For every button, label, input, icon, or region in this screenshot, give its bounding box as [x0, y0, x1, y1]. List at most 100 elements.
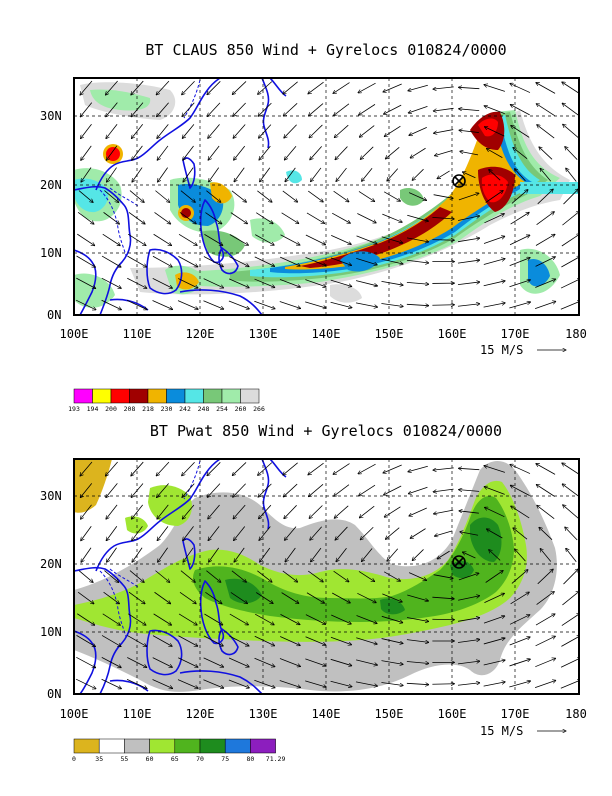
wind-arrow [157, 124, 168, 138]
wind-arrow [335, 147, 347, 160]
wind-arrow [536, 614, 555, 625]
wind-arrow [334, 506, 348, 518]
wind-arrow [284, 146, 296, 160]
colorbar-swatch [241, 389, 260, 403]
wind-arrow [334, 104, 349, 116]
wind-arrow [458, 260, 480, 263]
wind-arrow [561, 636, 580, 647]
wind-arrow [510, 83, 530, 92]
wind-arrow [387, 549, 398, 561]
wind-arrow [207, 103, 220, 117]
panel2-pwat-shading [74, 459, 557, 692]
wind-arrow [359, 506, 374, 518]
panel2-reference-vector: 15 M/S [480, 724, 566, 738]
wind-arrow [484, 259, 505, 265]
wind-arrow [306, 235, 326, 245]
panel2-xtick: 170E [501, 707, 530, 721]
wind-arrow [155, 191, 169, 203]
panel2-title: BT Pwat 850 Wind + Gyrelocs 010824/0000 [150, 422, 502, 440]
wind-arrow [563, 124, 580, 138]
wind-arrow [412, 169, 423, 180]
panel1-title: BT CLAUS 850 Wind + Gyrelocs 010824/0000 [145, 41, 506, 59]
wind-arrow [106, 505, 117, 519]
colorbar-label: 194 [87, 405, 99, 413]
wind-arrow [385, 147, 399, 159]
wind-arrow [232, 81, 246, 94]
wind-arrow [458, 468, 479, 469]
colorbar-label: 75 [221, 755, 229, 763]
wind-arrow [383, 486, 401, 495]
colorbar-swatch [99, 739, 124, 753]
wind-arrow [158, 168, 168, 182]
wind-arrow [565, 527, 577, 540]
wind-arrow [333, 464, 349, 475]
wind-arrow [308, 82, 324, 94]
wind-arrow [178, 301, 198, 310]
colorbar-swatch [93, 389, 112, 403]
wind-arrow [106, 483, 118, 497]
colorbar-label: 55 [120, 755, 128, 763]
wind-arrow [407, 683, 429, 684]
wind-arrow [484, 682, 506, 686]
wind-arrow [458, 87, 479, 88]
panel1-map [74, 78, 581, 315]
wind-arrow [432, 240, 454, 241]
panel1-ytick: 10N [40, 246, 62, 260]
wind-arrow [536, 104, 554, 116]
wind-arrow [359, 485, 375, 496]
colorbar-label: 80 [246, 755, 254, 763]
panel2-xtick: 160E [438, 707, 467, 721]
wind-arrow [257, 191, 272, 202]
colorbar-label: 65 [171, 755, 179, 763]
colorbar-swatch [204, 389, 223, 403]
panel2-ytick: 30N [40, 489, 62, 503]
wind-arrow [81, 526, 92, 540]
wind-arrow [432, 684, 454, 685]
wind-arrow [536, 464, 555, 475]
wind-arrow [537, 212, 555, 225]
wind-arrow [231, 213, 248, 224]
wind-arrow [334, 191, 349, 202]
panel1-reference-vector: 15 M/S [480, 343, 566, 357]
wind-arrow [562, 591, 579, 605]
wind-arrow [76, 679, 96, 689]
wind-arrow [537, 125, 554, 138]
wind-arrow [408, 487, 427, 494]
wind-arrow [434, 531, 452, 536]
wind-arrow [383, 105, 401, 114]
wind-arrow [156, 462, 169, 476]
panel2-xtick: 180 [565, 707, 587, 721]
wind-arrow [385, 528, 399, 540]
wind-arrow [484, 85, 505, 92]
wind-arrow [433, 489, 453, 492]
wind-arrow [409, 127, 427, 135]
wind-arrow [331, 235, 351, 244]
wind-arrow [331, 302, 352, 307]
panel2-xtick: 130E [249, 707, 278, 721]
wind-arrow [283, 103, 297, 116]
wind-arrow [282, 213, 299, 224]
panel1-xtick: 140E [312, 327, 341, 341]
wind-arrow [284, 505, 297, 518]
wind-arrow [309, 506, 322, 519]
colorbar-swatch [74, 739, 99, 753]
wind-arrow [383, 84, 402, 92]
colorbar-swatch [148, 389, 167, 403]
wind-arrow [229, 301, 249, 309]
wind-arrow [484, 236, 505, 243]
wind-arrow [106, 124, 117, 138]
wind-arrow [432, 619, 454, 620]
colorbar-label: 70 [196, 755, 204, 763]
wind-arrow [208, 124, 220, 138]
panel1-xtick: 150E [375, 327, 404, 341]
wind-arrow [80, 124, 91, 138]
wind-arrow [412, 549, 423, 560]
colorbar-swatch [111, 389, 130, 403]
wind-arrow [334, 485, 349, 497]
colorbar-label: 35 [95, 755, 103, 763]
panel2-xtick: 140E [312, 707, 341, 721]
panel1-xtick: 110E [123, 327, 152, 341]
wind-arrow [509, 659, 530, 666]
